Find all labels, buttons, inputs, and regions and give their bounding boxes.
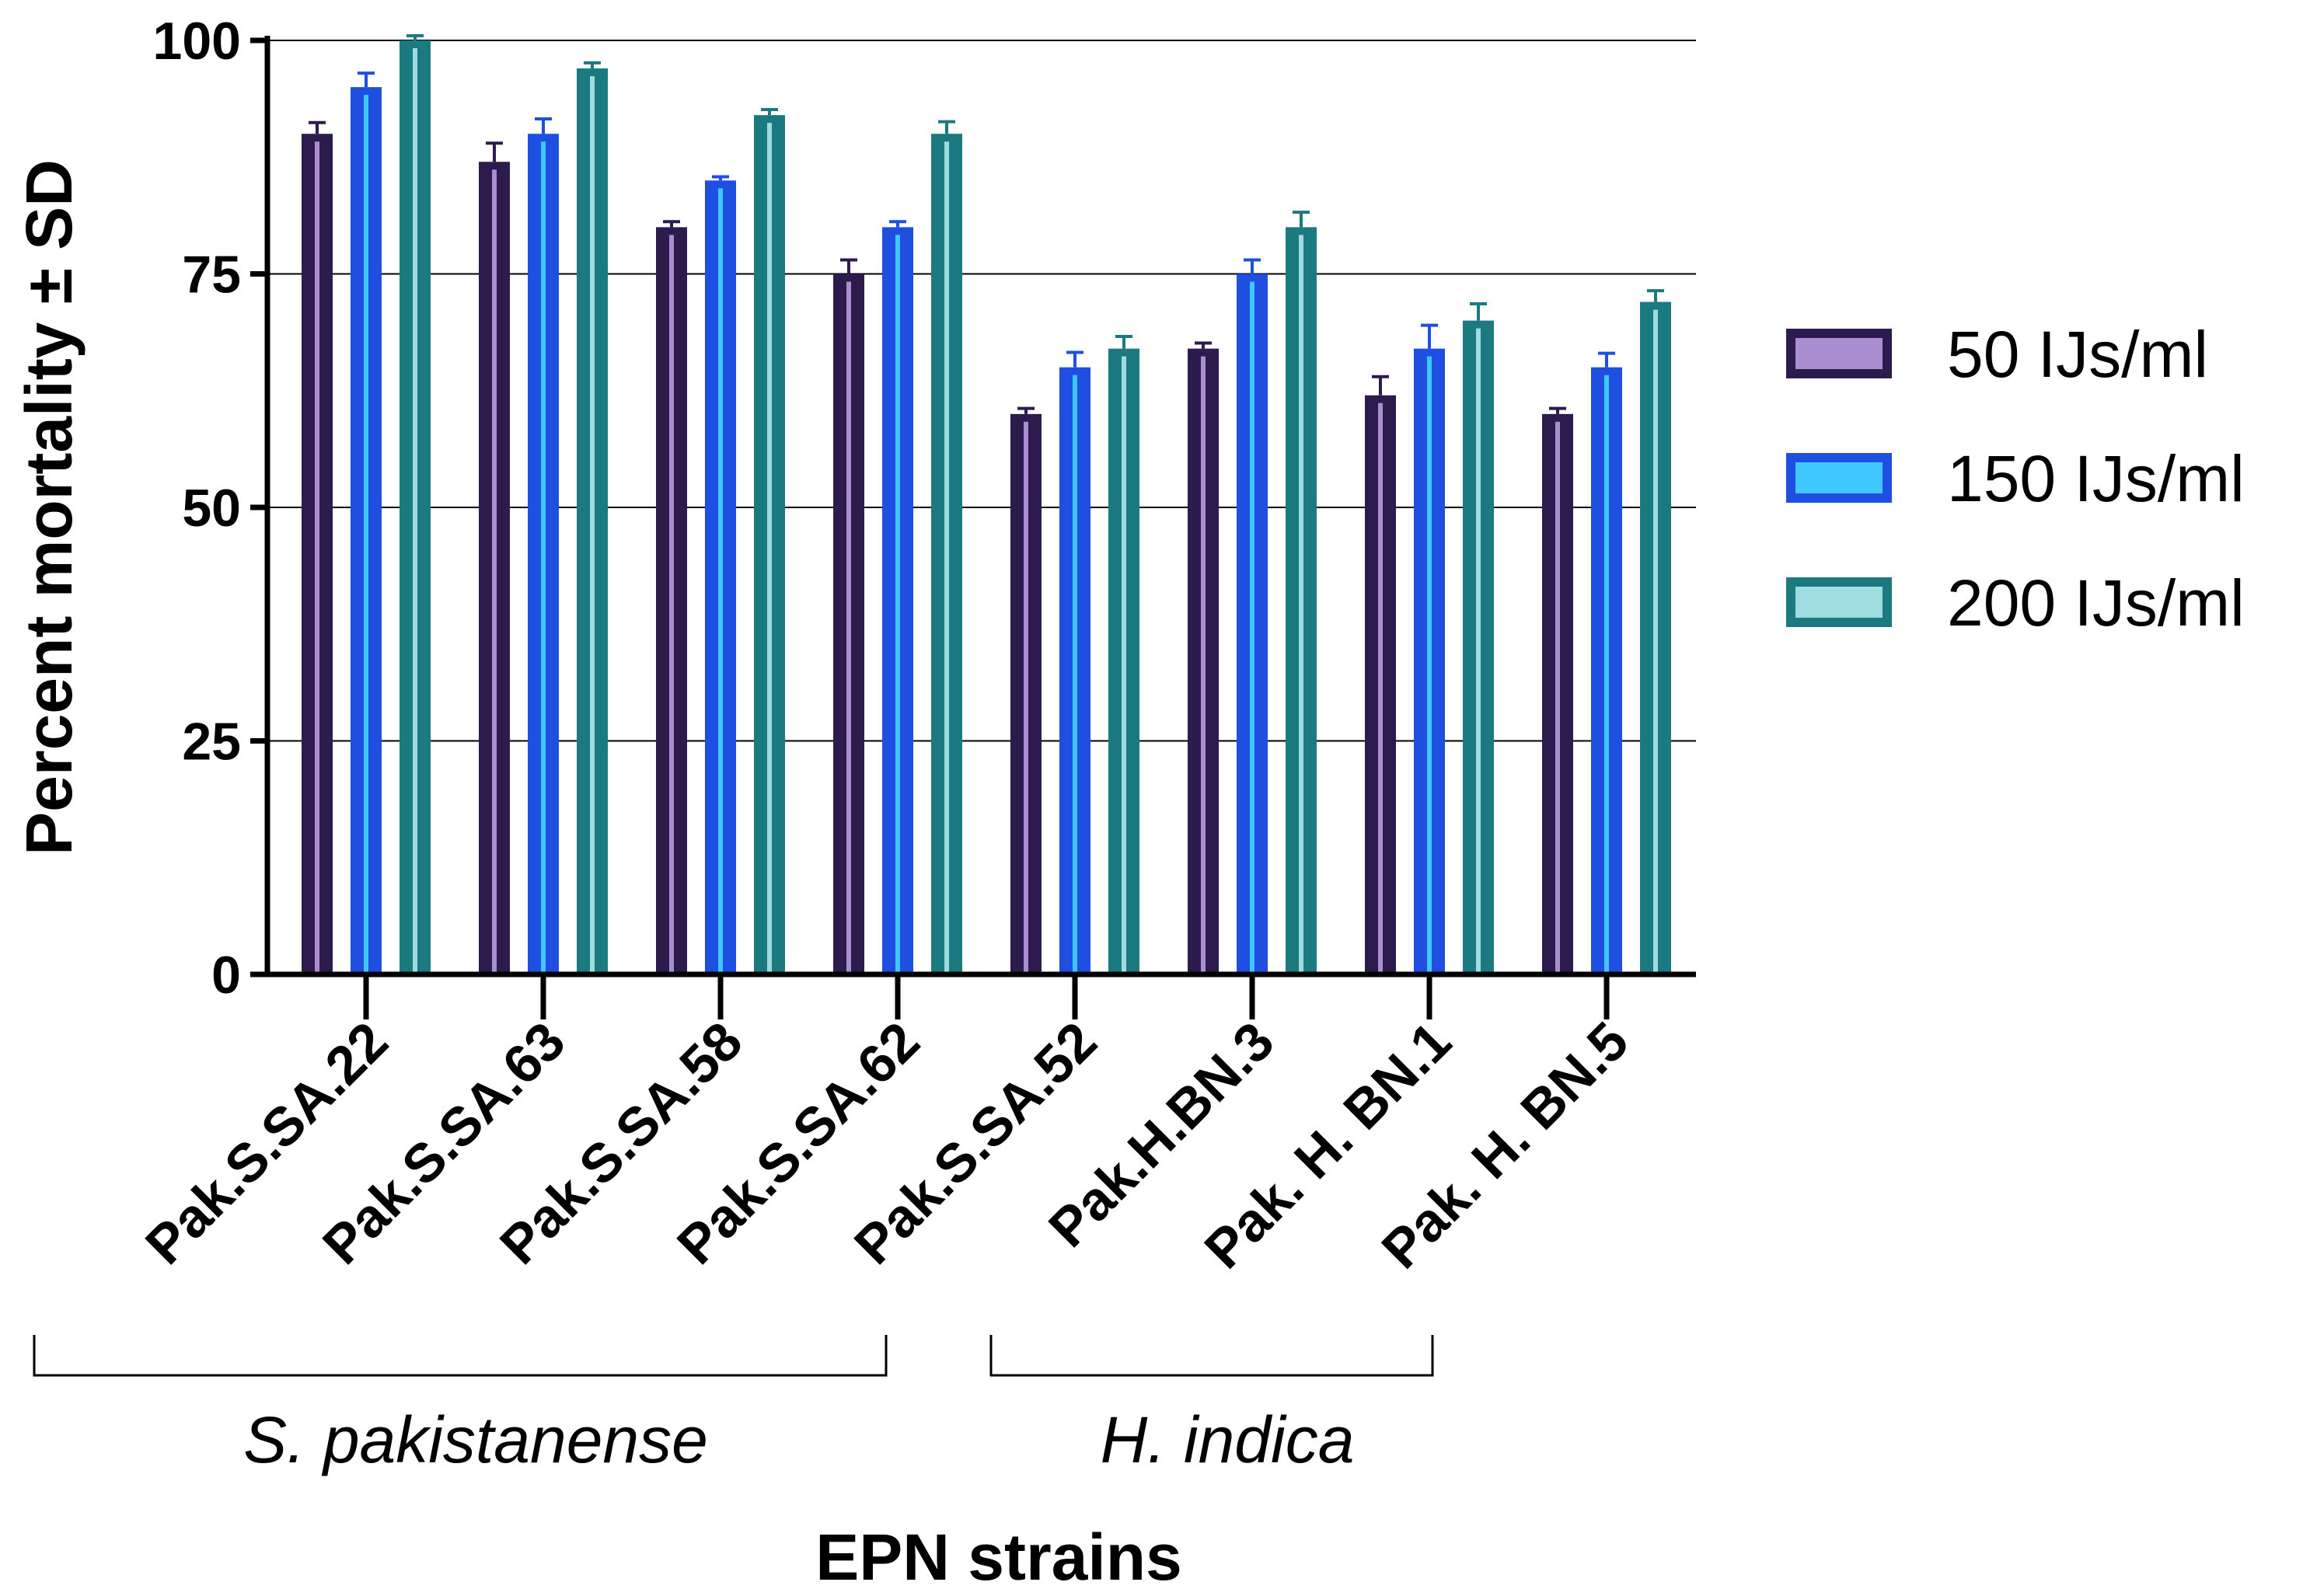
bar-highlight-0-7	[1555, 421, 1560, 974]
bar-highlight-2-1	[590, 76, 595, 974]
group-bracket-0	[33, 1335, 888, 1377]
bar-highlight-1-3	[895, 235, 900, 974]
y-axis-title: Percent mortality ± SD	[12, 159, 85, 855]
bar-highlight-1-6	[1427, 356, 1432, 974]
bar-highlight-0-5	[1201, 356, 1206, 974]
legend-label-1: 150 IJs/ml	[1947, 442, 2245, 515]
y-tick-label-50: 50	[182, 479, 241, 538]
bar-highlight-2-6	[1476, 328, 1481, 975]
bars	[302, 33, 1671, 975]
bar-highlight-1-1	[541, 141, 546, 975]
bar-highlight-2-0	[413, 48, 417, 974]
bar-highlight-0-2	[669, 235, 674, 974]
y-tick-label-0: 0	[211, 946, 241, 1005]
legend-swatch-2	[1786, 577, 1892, 627]
bar-highlight-1-2	[718, 188, 723, 975]
tick-labels: 0 25 50 75 100	[153, 12, 241, 1005]
category-labels: Pak.S.SA.22Pak.S.SA.63Pak.S.SA.58Pak.S.S…	[134, 1010, 1639, 1280]
group-bracket-1	[989, 1335, 1434, 1377]
legend-swatch-0	[1786, 329, 1892, 378]
bar-highlight-1-7	[1604, 375, 1609, 974]
bar-highlight-1-5	[1250, 281, 1254, 974]
legend-swatch-1	[1786, 453, 1892, 503]
axes	[250, 36, 1696, 1019]
bar-highlight-0-6	[1378, 402, 1383, 974]
legend-label-2: 200 IJs/ml	[1947, 566, 2245, 639]
bar-highlight-0-3	[846, 281, 851, 974]
bar-highlight-2-2	[767, 123, 772, 974]
legend-label-0: 50 IJs/ml	[1947, 318, 2208, 391]
bar-highlight-0-4	[1024, 421, 1028, 974]
y-tick-label-75: 75	[182, 246, 241, 305]
bar-highlight-0-1	[492, 169, 497, 974]
bar-highlight-2-7	[1653, 309, 1658, 974]
bar-highlight-0-0	[315, 141, 319, 975]
bar-highlight-1-4	[1073, 375, 1077, 974]
legend: 50 IJs/ml 150 IJs/ml 200 IJs/ml	[1786, 318, 2245, 639]
group-brackets: S. pakistanense H. indica	[33, 1335, 1434, 1476]
group-label-0: S. pakistanense	[243, 1403, 708, 1476]
y-tick-label-25: 25	[182, 713, 241, 772]
bar-highlight-2-4	[1122, 356, 1126, 974]
bar-highlight-2-5	[1299, 235, 1303, 974]
group-label-1: H. indica	[1101, 1403, 1355, 1476]
x-axis-title: EPN strains	[815, 1521, 1182, 1594]
y-tick-label-100: 100	[153, 12, 241, 71]
bar-highlight-2-3	[944, 141, 949, 975]
bar-highlight-1-0	[364, 95, 368, 975]
